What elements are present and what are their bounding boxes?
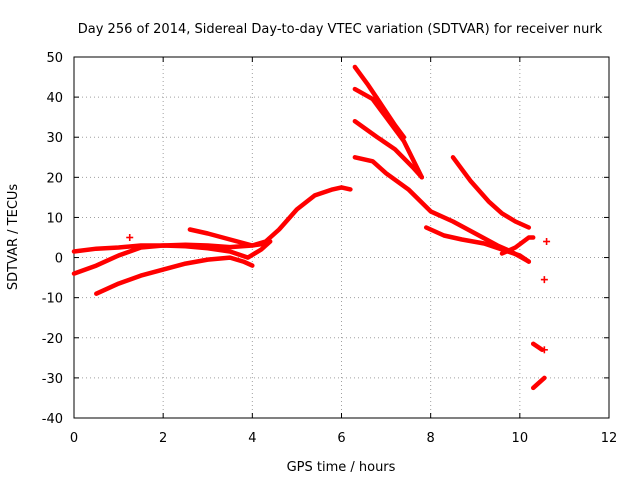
x-tick-label: 10 (512, 431, 529, 446)
data-points (126, 234, 551, 354)
x-tick-label: 0 (70, 431, 78, 446)
y-tick-label: -20 (42, 332, 63, 347)
x-tick-label: 2 (159, 431, 167, 446)
plus-marker (540, 346, 548, 354)
series-trace-12 (530, 341, 545, 353)
series-trace-8 (352, 155, 532, 264)
series-trace-3 (94, 255, 255, 296)
series-trace-10 (450, 155, 532, 230)
y-tick-label: 20 (46, 171, 63, 186)
x-tick-label: 12 (601, 431, 618, 446)
plus-marker (540, 276, 548, 284)
series-trace-11 (499, 235, 536, 256)
series-trace-4 (187, 227, 268, 248)
x-tick-label: 6 (337, 431, 345, 446)
y-tick-label: -40 (42, 412, 63, 427)
y-tick-label: 40 (46, 91, 63, 106)
chart-title: Day 256 of 2014, Sidereal Day-to-day VTE… (78, 22, 603, 37)
series-trace-5 (352, 64, 407, 140)
series-trace-2 (71, 239, 273, 276)
grid-lines (74, 57, 609, 418)
y-axis-label: SDTVAR / TECUs (6, 184, 21, 291)
series-trace-13 (530, 375, 547, 391)
x-tick-label: 4 (248, 431, 256, 446)
axis-ticks: 0 2 4 6 8 10 12 -40 -30 -20 -10 0 10 20 30 40 50 (42, 51, 618, 446)
y-tick-label: 10 (46, 211, 63, 226)
y-tick-label: 50 (46, 51, 63, 66)
y-tick-label: 0 (55, 252, 63, 267)
plus-marker (126, 234, 134, 241)
y-tick-label: -10 (42, 292, 63, 307)
series-trace-9 (423, 225, 532, 264)
series-trace-6 (352, 86, 425, 180)
plus-marker (543, 238, 551, 246)
y-tick-label: 30 (46, 131, 63, 146)
x-axis-label: GPS time / hours (287, 460, 396, 475)
data-traces (71, 64, 547, 391)
y-tick-label: -30 (42, 372, 63, 387)
x-tick-label: 8 (427, 431, 435, 446)
series-trace-7 (352, 118, 425, 180)
series-trace-1 (71, 185, 353, 254)
